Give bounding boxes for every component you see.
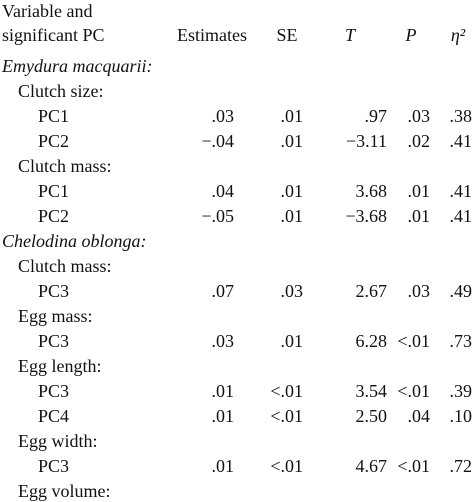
- pc-label: PC2: [38, 131, 69, 151]
- cell-value: 2.67: [356, 281, 388, 301]
- cell-value: .41: [450, 206, 473, 226]
- cell-value: .03: [408, 281, 431, 301]
- cell-value: .73: [450, 331, 473, 351]
- cell-value: 2.50: [356, 406, 388, 426]
- column-header: SE: [276, 25, 297, 45]
- cell-value: −3.68: [345, 206, 387, 226]
- cell-value: .01: [408, 206, 431, 226]
- cell-value: .01: [281, 106, 304, 126]
- pc-label: PC1: [38, 181, 69, 201]
- cell-value: −.05: [201, 206, 234, 226]
- cell-value: .41: [450, 181, 473, 201]
- cell-value: .41: [450, 131, 473, 151]
- pc-label: PC3: [38, 456, 69, 476]
- cell-value: .72: [450, 456, 473, 476]
- trait-label: Clutch mass:: [18, 256, 112, 276]
- trait-label: Egg volume:: [18, 481, 111, 501]
- cell-value: .03: [281, 281, 304, 301]
- trait-label: Egg mass:: [18, 306, 93, 326]
- cell-value: 4.67: [356, 456, 388, 476]
- cell-value: <.01: [270, 381, 303, 401]
- cell-value: .01: [281, 331, 304, 351]
- trait-label: Clutch mass:: [18, 156, 112, 176]
- cell-value: .39: [450, 381, 473, 401]
- column-header: P: [405, 25, 417, 45]
- pc-label: PC4: [38, 406, 69, 426]
- cell-value: .97: [365, 106, 388, 126]
- cell-value: .10: [450, 406, 473, 426]
- cell-value: −.04: [201, 131, 234, 151]
- column-header: η²: [451, 25, 466, 45]
- column-header: T: [345, 25, 357, 45]
- cell-value: .04: [212, 181, 235, 201]
- cell-value: .07: [212, 281, 235, 301]
- species-label: Chelodina oblonga:: [2, 231, 147, 251]
- header-variable: Variable and: [2, 1, 92, 21]
- cell-value: <.01: [270, 456, 303, 476]
- cell-value: .01: [281, 181, 304, 201]
- cell-value: .01: [408, 181, 431, 201]
- trait-label: Egg length:: [18, 356, 102, 376]
- cell-value: <.01: [397, 381, 430, 401]
- cell-value: .01: [281, 131, 304, 151]
- cell-value: .01: [212, 406, 235, 426]
- cell-value: .03: [212, 331, 235, 351]
- pc-label: PC2: [38, 206, 69, 226]
- cell-value: 3.54: [356, 381, 388, 401]
- cell-value: 3.68: [356, 181, 388, 201]
- species-label: Emydura macquarii:: [1, 56, 152, 76]
- pc-label: PC3: [38, 381, 69, 401]
- cell-value: <.01: [270, 406, 303, 426]
- cell-value: .01: [281, 206, 304, 226]
- cell-value: .01: [212, 456, 235, 476]
- cell-value: <.01: [397, 456, 430, 476]
- cell-value: .49: [450, 281, 473, 301]
- cell-value: .03: [212, 106, 235, 126]
- pc-label: PC3: [38, 331, 69, 351]
- cell-value: <.01: [397, 331, 430, 351]
- trait-label: Egg width:: [18, 431, 98, 451]
- cell-value: .02: [408, 131, 431, 151]
- cell-value: −3.11: [346, 131, 387, 151]
- cell-value: .01: [212, 381, 235, 401]
- trait-label: Clutch size:: [18, 81, 103, 101]
- pc-label: PC3: [38, 281, 69, 301]
- cell-value: .04: [408, 406, 431, 426]
- header-variable: significant PC: [2, 25, 105, 45]
- pc-label: PC1: [38, 106, 69, 126]
- cell-value: .38: [450, 106, 473, 126]
- column-header: Estimates: [177, 25, 247, 45]
- cell-value: .03: [408, 106, 431, 126]
- cell-value: 6.28: [356, 331, 388, 351]
